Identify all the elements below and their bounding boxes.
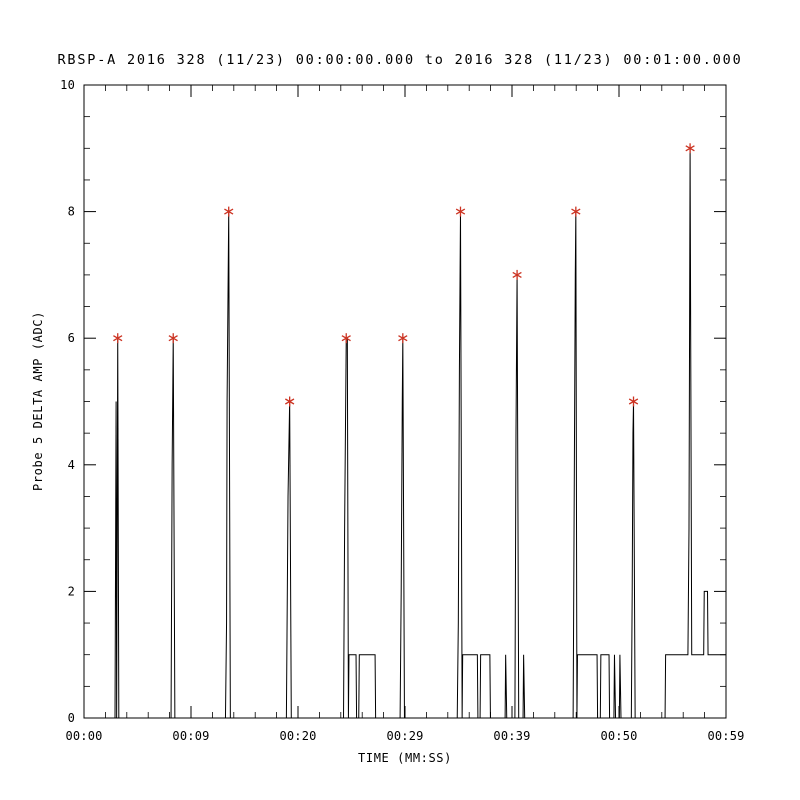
x-tick-label: 00:29: [386, 729, 423, 743]
y-tick-label: 8: [68, 205, 75, 219]
x-axis-ticks: 00:00 00:09 00:20 00:29 00:39 00:50 00:59: [65, 85, 744, 743]
x-tick-label: 00:59: [707, 729, 744, 743]
x-axis-title: TIME (MM:SS): [358, 751, 452, 765]
x-tick-label: 00:00: [65, 729, 102, 743]
plot-frame: [83, 84, 727, 719]
x-tick-label: 00:50: [600, 729, 637, 743]
plot-title: RBSP-A 2016 328 (11/23) 00:00:00.000 to …: [57, 52, 742, 68]
peak-asterisk-markers: [113, 143, 695, 407]
peak-marker: [398, 333, 408, 344]
peak-marker: [455, 206, 466, 217]
y-tick-label: 0: [68, 711, 75, 725]
peak-marker: [224, 206, 234, 217]
y-axis-ticks: 0 2 4 6 8 10: [60, 78, 726, 725]
data-series-line: [84, 148, 726, 719]
x-tick-label: 00:09: [172, 729, 209, 743]
peak-marker: [341, 333, 351, 344]
peak-marker: [571, 206, 581, 217]
x-tick-label: 00:39: [493, 729, 530, 743]
y-tick-label: 4: [68, 458, 75, 472]
y-tick-label: 10: [60, 78, 75, 92]
peak-marker: [285, 396, 295, 407]
peak-marker: [512, 269, 522, 280]
peak-marker: [168, 333, 178, 344]
peak-marker: [685, 143, 695, 154]
y-axis-title: Probe 5 DELTA AMP (ADC): [31, 311, 45, 491]
series-path: [84, 148, 726, 719]
y-tick-label: 6: [68, 331, 75, 345]
peak-marker: [628, 396, 639, 407]
y-tick-label: 2: [68, 584, 75, 598]
peak-marker: [113, 333, 123, 344]
x-tick-label: 00:20: [279, 729, 316, 743]
